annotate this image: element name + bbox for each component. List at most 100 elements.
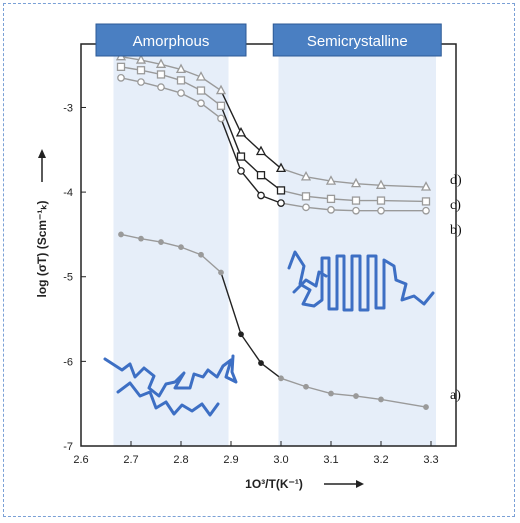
series-a-segment bbox=[240, 333, 262, 364]
series-a-point bbox=[423, 404, 429, 410]
series-d-point bbox=[420, 181, 432, 191]
series-a-point bbox=[198, 251, 204, 258]
series-a-segment bbox=[160, 241, 182, 248]
series-b-point bbox=[137, 78, 145, 86]
series-c-point bbox=[421, 197, 431, 206]
series-b-segment bbox=[200, 102, 222, 120]
series-b-segment bbox=[280, 202, 307, 209]
series-c-point bbox=[176, 76, 186, 85]
plot-area bbox=[80, 43, 457, 447]
series-d-point bbox=[300, 170, 312, 181]
series-a-segment bbox=[200, 254, 222, 274]
series-b-segment bbox=[305, 206, 332, 211]
series-d-segment bbox=[380, 184, 427, 188]
series-a-segment bbox=[355, 395, 382, 401]
series-c-segment bbox=[280, 189, 307, 198]
x-tick-label: 3.3 bbox=[423, 454, 438, 466]
series-d-segment bbox=[305, 176, 332, 182]
series-b-point bbox=[302, 203, 310, 212]
series-d-segment bbox=[355, 182, 382, 187]
x-tick-label: 3.0 bbox=[273, 454, 288, 466]
series-b-point bbox=[217, 114, 225, 123]
series-c-point bbox=[351, 196, 361, 205]
x-tick-label: 2.7 bbox=[123, 454, 138, 466]
series-a-segment bbox=[260, 362, 282, 379]
x-tick-label: 3.2 bbox=[373, 454, 388, 466]
series-c-point bbox=[326, 194, 336, 204]
series-a-segment bbox=[380, 398, 427, 408]
curve-label-b: b) bbox=[450, 223, 462, 238]
series-b-point bbox=[377, 206, 385, 215]
amorphous-region bbox=[113, 46, 229, 446]
series-b-point bbox=[327, 206, 335, 214]
series-d-point bbox=[235, 126, 247, 137]
series-c-segment bbox=[220, 105, 242, 157]
series-c-segment bbox=[380, 199, 427, 203]
curve-label-c: c) bbox=[450, 198, 461, 213]
series-d-point bbox=[175, 63, 187, 74]
series-a-segment bbox=[330, 392, 357, 397]
semicrystalline-region bbox=[278, 46, 436, 446]
series-a-segment bbox=[305, 386, 332, 395]
series-a-point bbox=[258, 360, 264, 366]
amorphous-header-label: Amorphous bbox=[133, 33, 210, 50]
amorphous-chain-illustration bbox=[103, 354, 238, 398]
series-c-point bbox=[156, 70, 166, 79]
series-d-point bbox=[155, 58, 167, 68]
series-b-point bbox=[422, 206, 430, 215]
series-b-point bbox=[197, 99, 205, 108]
x-axis-arrowhead bbox=[356, 480, 364, 488]
series-d-segment bbox=[280, 167, 307, 178]
series-a-segment bbox=[120, 233, 142, 240]
series-b-point bbox=[177, 89, 185, 97]
curve-label-d: d) bbox=[450, 173, 462, 188]
y-axis-arrowhead bbox=[38, 149, 46, 158]
series-a-point bbox=[158, 239, 164, 245]
series-c-segment bbox=[305, 195, 332, 200]
series-c-point bbox=[376, 196, 386, 205]
series-a-segment bbox=[220, 272, 242, 335]
series-c-point bbox=[236, 152, 246, 161]
x-tick-label: 3.1 bbox=[323, 454, 338, 466]
series-b-point bbox=[277, 199, 285, 207]
amorphous-chain-illustration-2 bbox=[116, 381, 220, 417]
amorphous-header-box bbox=[95, 23, 247, 57]
series-c-segment bbox=[330, 198, 357, 202]
series-a-point bbox=[218, 269, 224, 276]
series-b-segment bbox=[330, 209, 357, 212]
semicrystalline-chain-illustration-2 bbox=[292, 270, 328, 294]
series-b-point bbox=[257, 191, 265, 200]
series-d-point bbox=[275, 162, 287, 173]
series-b-point bbox=[237, 167, 245, 175]
series-a-point bbox=[138, 235, 144, 242]
x-tick-label: 2.8 bbox=[173, 454, 188, 466]
series-d-point bbox=[350, 177, 362, 188]
series-a-point bbox=[278, 375, 284, 382]
series-a-point bbox=[238, 331, 244, 338]
series-b-segment bbox=[240, 170, 262, 196]
series-d-point bbox=[325, 175, 337, 185]
curve-label-a: a) bbox=[450, 388, 461, 403]
series-c-point bbox=[276, 186, 286, 195]
series-a-segment bbox=[280, 377, 307, 388]
series-d-point bbox=[375, 179, 387, 189]
semicrystalline-header-box bbox=[272, 23, 442, 57]
series-d-segment bbox=[330, 180, 357, 185]
series-d-point bbox=[135, 54, 147, 64]
semicrystalline-chain-illustration bbox=[287, 250, 435, 312]
series-a-point bbox=[378, 396, 384, 403]
series-a-point bbox=[118, 231, 124, 238]
series-d-point bbox=[195, 71, 207, 81]
series-a-point bbox=[328, 390, 334, 397]
series-b-point bbox=[157, 83, 165, 92]
series-a-segment bbox=[180, 246, 202, 256]
series-c-point bbox=[216, 101, 226, 110]
y-axis: -3 -4 -5 -6 -7 bbox=[63, 102, 86, 453]
series-a-segment bbox=[140, 237, 162, 243]
figure-frame: 2.6 2.7 2.8 2.9 3.0 3.1 3.2 3.3 -3 -4 -5 -6 -7 Amor… bbox=[3, 3, 515, 517]
x-tick-label: 2.9 bbox=[223, 454, 238, 466]
series-d-point bbox=[215, 84, 227, 95]
y-tick-label: -4 bbox=[63, 187, 73, 199]
series-c-point bbox=[256, 171, 266, 180]
x-axis-label: 1O³/T(K⁻¹) bbox=[245, 477, 303, 491]
